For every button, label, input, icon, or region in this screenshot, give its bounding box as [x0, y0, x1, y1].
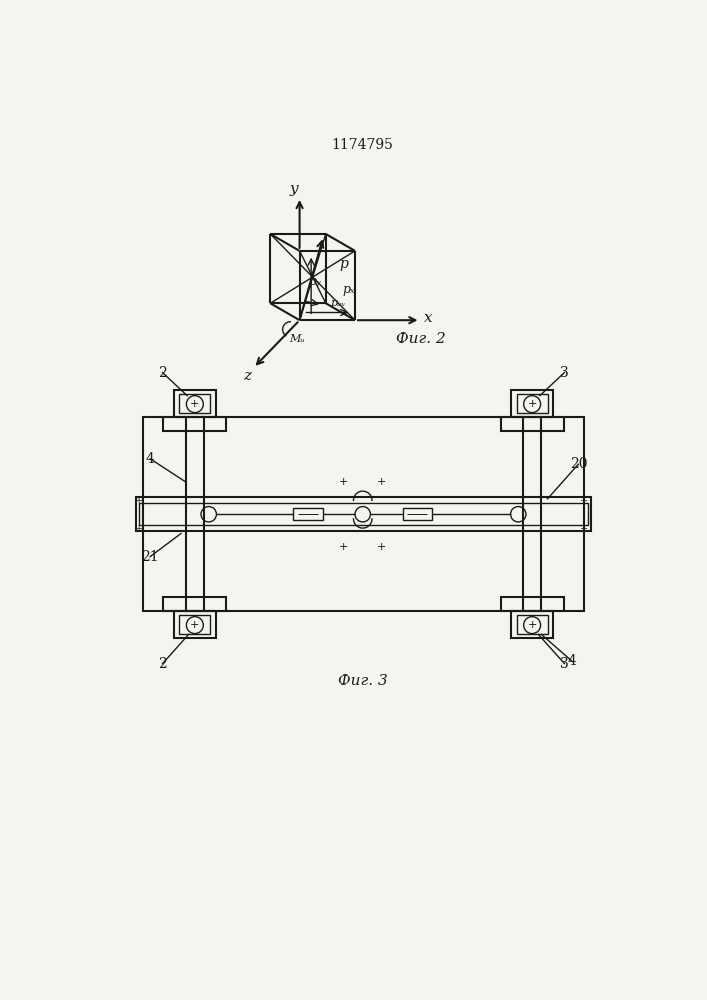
Text: pₓ: pₓ [343, 283, 355, 296]
Bar [403, 508, 432, 520]
Text: 2: 2 [158, 366, 167, 380]
Text: 3: 3 [560, 366, 569, 380]
Text: +: + [190, 620, 199, 630]
Text: +: + [339, 477, 348, 487]
Text: Фиг. 2: Фиг. 2 [397, 332, 446, 346]
Text: Mᵤ: Mᵤ [288, 334, 305, 344]
Bar [517, 615, 547, 634]
Text: 1174795: 1174795 [332, 138, 394, 152]
Bar [511, 390, 553, 417]
Bar [180, 615, 210, 634]
Bar [174, 611, 216, 638]
Bar [163, 417, 226, 431]
Text: 4: 4 [568, 654, 577, 668]
Text: +: + [378, 542, 387, 552]
Text: 3: 3 [560, 657, 569, 671]
Bar [501, 417, 563, 431]
Text: 4: 4 [146, 452, 155, 466]
Text: 2: 2 [158, 657, 167, 671]
Text: 21: 21 [141, 550, 159, 564]
Text: Фиг. 3: Фиг. 3 [338, 674, 387, 688]
Text: +: + [339, 542, 348, 552]
Text: +: + [378, 477, 387, 487]
Bar [517, 394, 547, 413]
Text: +: + [527, 620, 537, 630]
Text: z: z [243, 369, 251, 383]
Text: p: p [340, 257, 349, 271]
Text: x: x [424, 311, 433, 325]
Bar [174, 390, 216, 417]
Bar [143, 417, 585, 611]
Text: y: y [289, 182, 298, 196]
Text: +: + [135, 524, 144, 533]
Bar [136, 497, 590, 531]
Bar [511, 611, 553, 638]
Text: +: + [580, 496, 589, 505]
Text: pᵧ: pᵧ [309, 275, 322, 288]
Bar [293, 508, 322, 520]
Text: +: + [580, 524, 589, 533]
Text: pᵤᵥ: pᵤᵥ [331, 298, 346, 308]
Text: +: + [527, 399, 537, 409]
Bar [180, 394, 210, 413]
Bar [501, 597, 563, 611]
Text: +: + [190, 399, 199, 409]
Text: +: + [135, 496, 144, 505]
Text: 20: 20 [570, 457, 587, 471]
Bar [139, 503, 588, 525]
Bar [163, 597, 226, 611]
